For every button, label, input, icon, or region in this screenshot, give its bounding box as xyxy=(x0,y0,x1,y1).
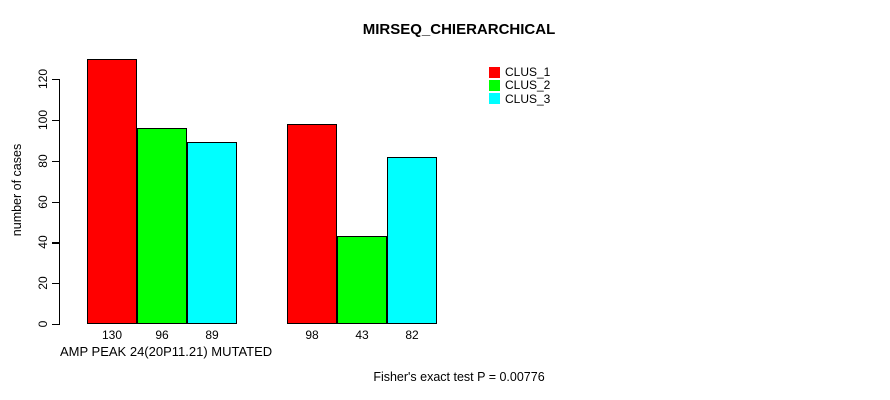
y-tick-label: 60 xyxy=(36,194,50,209)
legend-swatch-clus_1 xyxy=(489,66,500,78)
bar-value-label: 98 xyxy=(305,328,319,342)
bar-value-label: 96 xyxy=(155,328,169,342)
legend-item-label: CLUS_1 xyxy=(505,65,551,79)
y-tick-label: 40 xyxy=(36,235,50,250)
y-tick xyxy=(52,160,59,162)
bar-value-label: 89 xyxy=(205,328,219,342)
bar-clus_1-group-2 xyxy=(287,123,337,324)
legend-swatch-clus_3 xyxy=(489,93,500,105)
y-tick xyxy=(52,324,59,326)
y-tick-label: 20 xyxy=(36,276,50,290)
y-tick xyxy=(52,201,59,203)
legend-item-clus_2: CLUS_2 xyxy=(489,79,550,91)
bar-value-label: 43 xyxy=(355,328,369,342)
legend: CLUS_1 CLUS_2 CLUS_3 xyxy=(489,66,609,114)
fisher-test-annotation: Fisher's exact test P = 0.00776 xyxy=(373,370,545,384)
y-tick-label: 100 xyxy=(36,109,50,130)
bar-clus_2-group-2 xyxy=(337,236,387,324)
y-tick xyxy=(52,242,59,244)
y-tick xyxy=(52,79,59,81)
bar-value-label: 82 xyxy=(405,328,419,342)
y-tick-label: 80 xyxy=(36,153,50,168)
bar-clus_1-group-1 xyxy=(87,58,137,324)
y-axis-line xyxy=(59,79,61,325)
bar-clus_2-group-1 xyxy=(137,128,187,324)
legend-item-clus_3: CLUS_3 xyxy=(489,93,550,105)
chart-title: MIRSEQ_CHIERARCHICAL xyxy=(362,21,556,38)
legend-swatch-clus_2 xyxy=(489,79,500,91)
y-tick xyxy=(52,119,59,122)
legend-item-clus_1: CLUS_1 xyxy=(489,66,550,78)
y-tick-label: 0 xyxy=(36,320,50,328)
bar-clus_3-group-1 xyxy=(187,142,237,324)
y-tick xyxy=(52,283,59,285)
legend-item-label: CLUS_3 xyxy=(505,91,551,106)
bar-value-label: 130 xyxy=(101,328,123,342)
y-tick-label: 120 xyxy=(36,68,50,90)
x-axis-label: AMP PEAK 24(20P11.21) MUTATED xyxy=(60,344,273,359)
legend-item-label: CLUS_2 xyxy=(505,78,551,93)
bar-clus_3-group-2 xyxy=(387,156,437,324)
